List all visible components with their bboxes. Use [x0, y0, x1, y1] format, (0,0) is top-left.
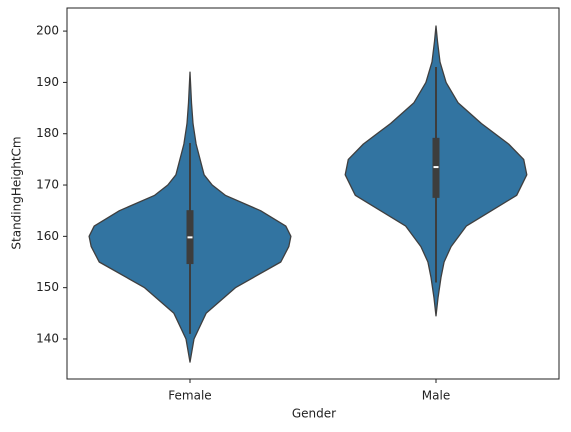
y-axis-label: StandingHeightCm [10, 136, 24, 249]
y-tick-label: 190 [36, 75, 59, 89]
y-tick-label: 200 [36, 24, 59, 38]
y-tick-label: 160 [36, 229, 59, 243]
plot-frame [66, 7, 560, 380]
x-axis-label: Gender [292, 407, 336, 421]
x-tick-label: Female [168, 389, 211, 403]
y-tick-label: 150 [36, 280, 59, 294]
y-tick-label: 170 [36, 178, 59, 192]
x-tick-label: Male [422, 389, 450, 403]
y-tick-label: 180 [36, 126, 59, 140]
y-tick-label: 140 [36, 331, 59, 345]
